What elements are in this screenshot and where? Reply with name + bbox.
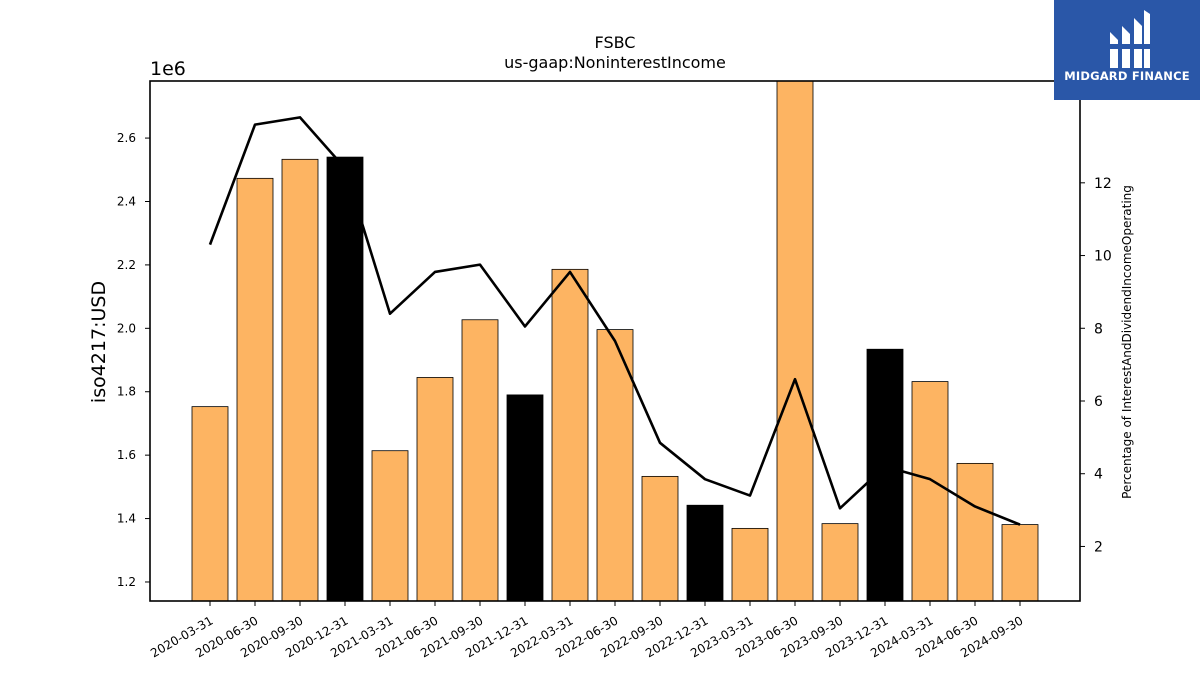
y-tick-label: 2.4 — [117, 194, 136, 208]
logo-text: MIDGARD FINANCE — [1064, 69, 1190, 83]
chart-title: FSBC — [595, 33, 636, 52]
y2-tick-label: 2 — [1094, 539, 1103, 555]
y-offset-label: 1e6 — [150, 58, 186, 80]
y-tick-label: 1.4 — [117, 512, 136, 526]
y-tick-label: 2.0 — [117, 321, 136, 335]
bar-2021-09-30 — [461, 319, 499, 602]
y2-axis-label: Percentage of InterestAndDividendIncomeO… — [1120, 185, 1134, 499]
bar-2024-09-30 — [1001, 524, 1039, 602]
y2-tick-label: 10 — [1094, 249, 1112, 265]
y-tick-label: 1.2 — [117, 575, 136, 589]
bar-2024-06-30 — [956, 462, 994, 602]
y2-tick-label: 6 — [1094, 394, 1103, 410]
bar-2024-03-31 — [911, 381, 949, 602]
bar-2021-06-30 — [416, 377, 454, 602]
brand-logo: MIDGARD FINANCE — [1054, 0, 1200, 100]
bar-2022-12-31 — [686, 504, 724, 602]
bar-2023-06-30 — [776, 80, 814, 602]
y2-tick-label: 8 — [1094, 321, 1103, 337]
bar-2021-12-31 — [506, 394, 544, 602]
bar-2023-12-31 — [866, 348, 904, 602]
bar-2023-09-30 — [821, 523, 859, 602]
bar-2022-03-31 — [551, 268, 589, 602]
y2-tick-label: 12 — [1094, 176, 1112, 192]
y-tick-label: 1.8 — [117, 385, 136, 399]
logo-mark-icon — [1106, 10, 1150, 68]
bar-2022-06-30 — [596, 329, 634, 602]
bar-2023-03-31 — [731, 527, 769, 602]
bar-2020-09-30 — [281, 158, 319, 602]
y-tick-label: 2.2 — [117, 258, 136, 272]
y-tick-label: 1.6 — [117, 448, 136, 462]
y2-tick-label: 4 — [1094, 467, 1103, 483]
bar-2020-06-30 — [236, 177, 274, 602]
y-axis-label: iso4217:USD — [88, 281, 110, 403]
bar-2020-03-31 — [191, 406, 229, 602]
bar-2021-03-31 — [371, 450, 409, 602]
bar-2020-12-31 — [326, 156, 364, 602]
y-tick-label: 2.6 — [117, 131, 136, 145]
bar-2022-09-30 — [641, 475, 679, 602]
chart-subtitle: us-gaap:NoninterestIncome — [504, 53, 726, 72]
